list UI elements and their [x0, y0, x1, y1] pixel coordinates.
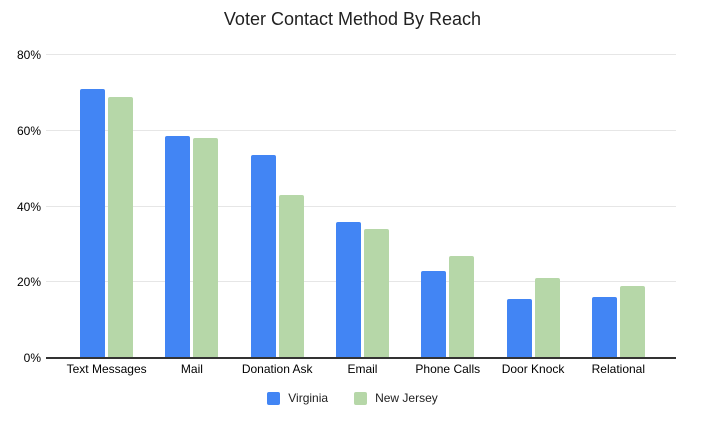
- bar-group-door-knock: [490, 55, 575, 358]
- bar-group-donation-ask: [235, 55, 320, 358]
- bar-band: [64, 55, 661, 358]
- legend: Virginia New Jersey: [0, 391, 705, 405]
- bar-group-mail: [149, 55, 234, 358]
- gridline-20pct: [46, 281, 676, 283]
- gridline-80pct: [46, 54, 676, 55]
- chart-title: Voter Contact Method By Reach: [223, 9, 482, 29]
- x-label-phone-calls: Phone Calls: [415, 362, 481, 376]
- bar-group-text-messages: [64, 55, 149, 358]
- bar-new-jersey-email: [363, 229, 389, 358]
- x-label-mail: Mail: [180, 362, 203, 376]
- bar-group-phone-calls: [405, 55, 490, 358]
- bar-virginia-text-messages: [80, 89, 106, 358]
- bar-new-jersey-door-knock: [534, 278, 560, 358]
- bar-virginia-door-knock: [506, 299, 532, 358]
- legend-swatch-virginia: [267, 391, 281, 405]
- x-label-door-knock: Door Knock: [501, 362, 565, 376]
- bar-virginia-mail: [165, 136, 191, 358]
- x-axis-line: [46, 357, 676, 359]
- bar-group-relational: [576, 55, 661, 358]
- y-axis: 0% 20% 40% 60% 80%: [0, 48, 41, 365]
- y-tick-label: 60%: [16, 123, 41, 138]
- bar-virginia-email: [335, 221, 361, 358]
- x-label-email: Email: [347, 362, 378, 376]
- bar-virginia-donation-ask: [250, 155, 276, 358]
- legend-swatch-new-jersey: [354, 391, 368, 405]
- bar-new-jersey-mail: [193, 138, 219, 358]
- legend-label: Virginia: [288, 391, 329, 405]
- x-label-relational: Relational: [591, 362, 646, 376]
- x-label-donation-ask: Donation Ask: [241, 362, 313, 376]
- bar-virginia-phone-calls: [421, 270, 447, 358]
- gridline-60pct: [46, 129, 676, 131]
- legend-label: New Jersey: [375, 391, 438, 405]
- bar-new-jersey-phone-calls: [449, 255, 475, 358]
- y-tick-label: 40%: [16, 199, 41, 214]
- y-tick-label: 20%: [16, 275, 41, 290]
- y-tick-label: 80%: [16, 48, 41, 62]
- bar-new-jersey-relational: [619, 286, 645, 358]
- legend-item-new-jersey: New Jersey: [354, 391, 438, 405]
- bar-new-jersey-text-messages: [108, 96, 134, 358]
- x-axis-labels: Text Messages Mail Donation Ask Email Phone …: [64, 362, 661, 376]
- x-label-text-messages: Text Messages: [66, 362, 147, 376]
- bar-virginia-relational: [591, 297, 617, 358]
- gridline-40pct: [46, 205, 676, 207]
- legend-item-virginia: Virginia: [267, 391, 328, 405]
- bar-group-email: [320, 55, 405, 358]
- plot-area: [46, 54, 676, 359]
- bar-new-jersey-donation-ask: [278, 195, 304, 358]
- y-tick-label: 0%: [23, 351, 41, 365]
